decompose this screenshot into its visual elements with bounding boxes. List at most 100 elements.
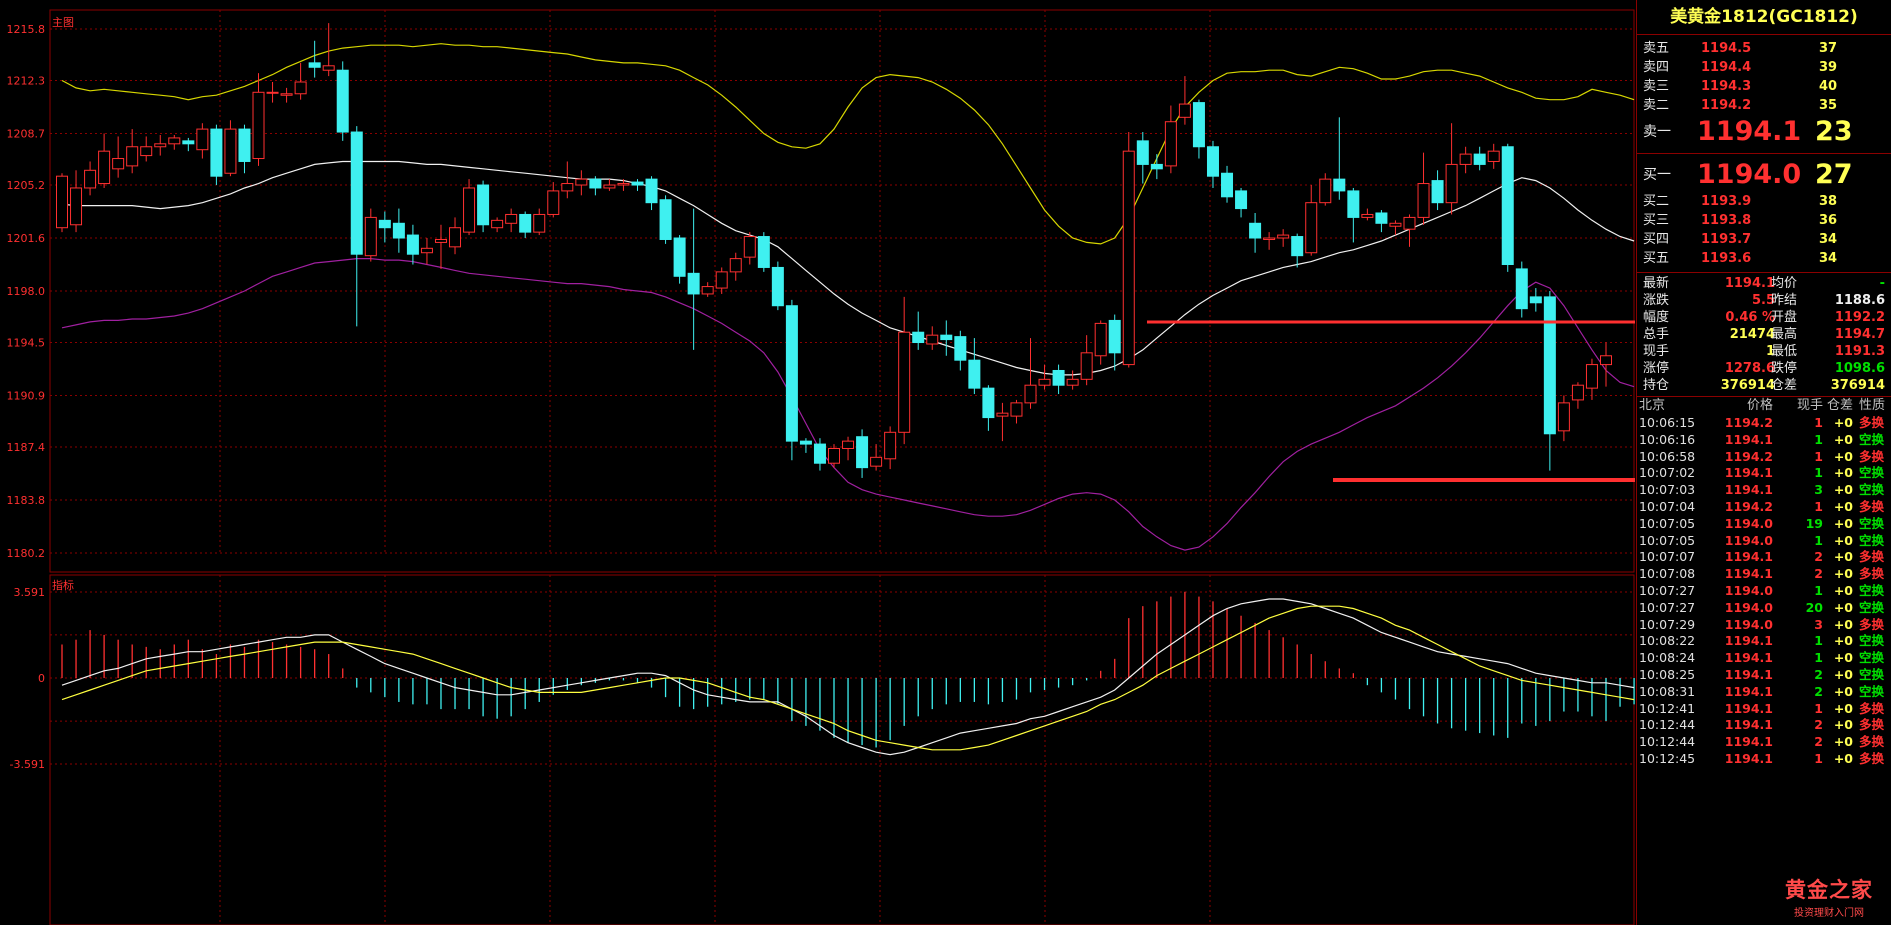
- trade-volume: 2: [1814, 666, 1823, 682]
- ask-1-price: 1194.1: [1697, 116, 1802, 147]
- bid-level-label: 买五: [1643, 251, 1670, 266]
- candle-body: [884, 431, 897, 460]
- candle-body: [1052, 369, 1065, 386]
- trade-volume: 1: [1814, 650, 1823, 666]
- bid-1-row[interactable]: 买一 1194.0 27: [1637, 158, 1891, 192]
- candle-body: [1150, 163, 1163, 170]
- trade-row: 10:07:03 1194.1 3 +0 空换: [1637, 482, 1891, 499]
- trade-oi: +0: [1833, 599, 1853, 615]
- candle-body: [1445, 163, 1458, 204]
- candle-body: [645, 178, 658, 204]
- candle-body: [280, 93, 293, 96]
- quote-value: 1098.6: [1834, 361, 1885, 376]
- candle-body: [238, 128, 251, 162]
- trade-volume: 1: [1814, 498, 1823, 514]
- ask-book: 卖五 1194.5 37 卖四 1194.4 39 卖三 1194.3 40 卖二 1194.2 35…: [1637, 35, 1891, 154]
- trade-row: 10:08:24 1194.1 1 +0 空换: [1637, 650, 1891, 667]
- ask-1-row[interactable]: 卖一 1194.1 23: [1637, 115, 1891, 149]
- ask-level-row[interactable]: 卖四 1194.4 39: [1637, 58, 1891, 77]
- ask-level-row[interactable]: 卖二 1194.2 35: [1637, 96, 1891, 115]
- candle-body: [56, 175, 68, 229]
- trade-price: 1194.2: [1724, 415, 1773, 430]
- bid-level-label: 买二: [1643, 194, 1670, 209]
- bid-level-volume: 34: [1819, 251, 1838, 266]
- candle-body: [870, 456, 883, 467]
- candle-body: [1473, 153, 1486, 165]
- trade-row: 10:08:22 1194.1 1 +0 空换: [1637, 633, 1891, 650]
- quote-row: 最新 1194.1 均价 -: [1637, 275, 1891, 292]
- trade-oi: +0: [1833, 582, 1853, 598]
- candle-body: [84, 169, 97, 189]
- quote-row: 幅度 0.46 % 开盘 1192.2: [1637, 309, 1891, 326]
- main-y-tick: 1194.5: [7, 337, 46, 350]
- watermark-line1: 黄金之家: [1785, 878, 1873, 902]
- trade-price: 1194.2: [1724, 498, 1773, 514]
- bid-level-row[interactable]: 买五 1193.6 34: [1637, 249, 1891, 268]
- trade-nature: 空换: [1859, 431, 1885, 447]
- bid-level-price: 1193.9: [1701, 194, 1752, 209]
- bid-level-row[interactable]: 买四 1193.7 34: [1637, 230, 1891, 249]
- trade-nature: 空换: [1859, 515, 1885, 531]
- candle-body: [1164, 121, 1177, 167]
- chart-area[interactable]: 主图 指标 1215.8 1212.3 1208.7 1205.2 1201.6 1198.0…: [0, 0, 1635, 925]
- main-y-tick: 1212.3: [7, 75, 46, 88]
- candle-body: [266, 91, 279, 94]
- trade-row: 10:07:27 1194.0 20 +0 空换: [1637, 600, 1891, 617]
- candle-body: [1263, 237, 1276, 240]
- trade-row: 10:07:02 1194.1 1 +0 空换: [1637, 465, 1891, 482]
- bid-level-row[interactable]: 买三 1193.8 36: [1637, 211, 1891, 230]
- trade-oi: +0: [1833, 650, 1853, 666]
- trade-volume: 1: [1814, 633, 1823, 649]
- candle-body: [729, 258, 742, 273]
- trade-volume: 1: [1814, 700, 1823, 716]
- trade-oi: +0: [1833, 448, 1853, 464]
- trade-row: 10:08:31 1194.1 2 +0 空换: [1637, 684, 1891, 701]
- trade-time: 10:12:45: [1639, 750, 1696, 766]
- trade-nature: 多换: [1859, 549, 1885, 565]
- candle-body: [1543, 296, 1556, 435]
- trade-oi: +0: [1833, 498, 1853, 514]
- ask-level-price: 1194.5: [1701, 41, 1752, 56]
- trade-row: 10:06:16 1194.1 1 +0 空换: [1637, 432, 1891, 449]
- trade-oi: +0: [1833, 515, 1853, 531]
- main-y-tick: 1183.8: [7, 494, 46, 507]
- ask-level-price: 1194.2: [1701, 98, 1752, 113]
- quote-value: 21474: [1729, 327, 1775, 342]
- candle-body: [252, 91, 265, 160]
- ask-level-row[interactable]: 卖五 1194.5 37: [1637, 39, 1891, 58]
- trade-price: 1194.0: [1724, 616, 1773, 632]
- trade-oi: +0: [1833, 666, 1853, 682]
- ask-level-row[interactable]: 卖三 1194.3 40: [1637, 77, 1891, 96]
- trade-nature: 空换: [1859, 683, 1885, 699]
- candle-body: [771, 266, 784, 307]
- quote-table: 最新 1194.1 均价 - 涨跌 5.5 昨结 1188.6 幅度 0.46 % 开盘 1192.2…: [1637, 273, 1891, 397]
- quote-row: 涨停 1278.6 跌停 1098.6: [1637, 360, 1891, 377]
- candle-body: [1221, 172, 1234, 198]
- trade-time: 10:06:16: [1639, 431, 1696, 447]
- trade-nature: 多换: [1859, 566, 1885, 582]
- trade-row: 10:07:08 1194.1 2 +0 多换: [1637, 566, 1891, 583]
- ask-1-volume: 23: [1815, 116, 1853, 147]
- ask-level-label: 卖三: [1643, 79, 1670, 94]
- candle-body: [434, 238, 447, 243]
- trade-price: 1194.1: [1724, 566, 1773, 582]
- boll-lower-line: [61, 258, 1635, 551]
- indicator-panel-label: 指标: [52, 578, 74, 592]
- instrument-title: 美黄金1812(GC1812): [1637, 0, 1891, 35]
- bid-level-row[interactable]: 买二 1193.9 38: [1637, 192, 1891, 211]
- candle-body: [1501, 146, 1514, 266]
- candle-body: [70, 187, 83, 226]
- candle-body: [1389, 222, 1402, 227]
- trade-price: 1194.2: [1724, 448, 1773, 464]
- trade-row: 10:07:05 1194.0 19 +0 空换: [1637, 516, 1891, 533]
- ask-level-volume: 40: [1819, 79, 1838, 94]
- trade-oi: +0: [1833, 633, 1853, 649]
- trade-time: 10:07:08: [1639, 566, 1696, 582]
- candle-body: [575, 178, 588, 186]
- trade-price: 1194.1: [1724, 717, 1773, 733]
- trade-row: 10:07:27 1194.0 1 +0 空换: [1637, 583, 1891, 600]
- watermark-logo: 黄金之家 投资理财入门网: [1785, 874, 1873, 919]
- trade-volume: 19: [1805, 515, 1823, 531]
- trade-volume: 2: [1814, 566, 1823, 582]
